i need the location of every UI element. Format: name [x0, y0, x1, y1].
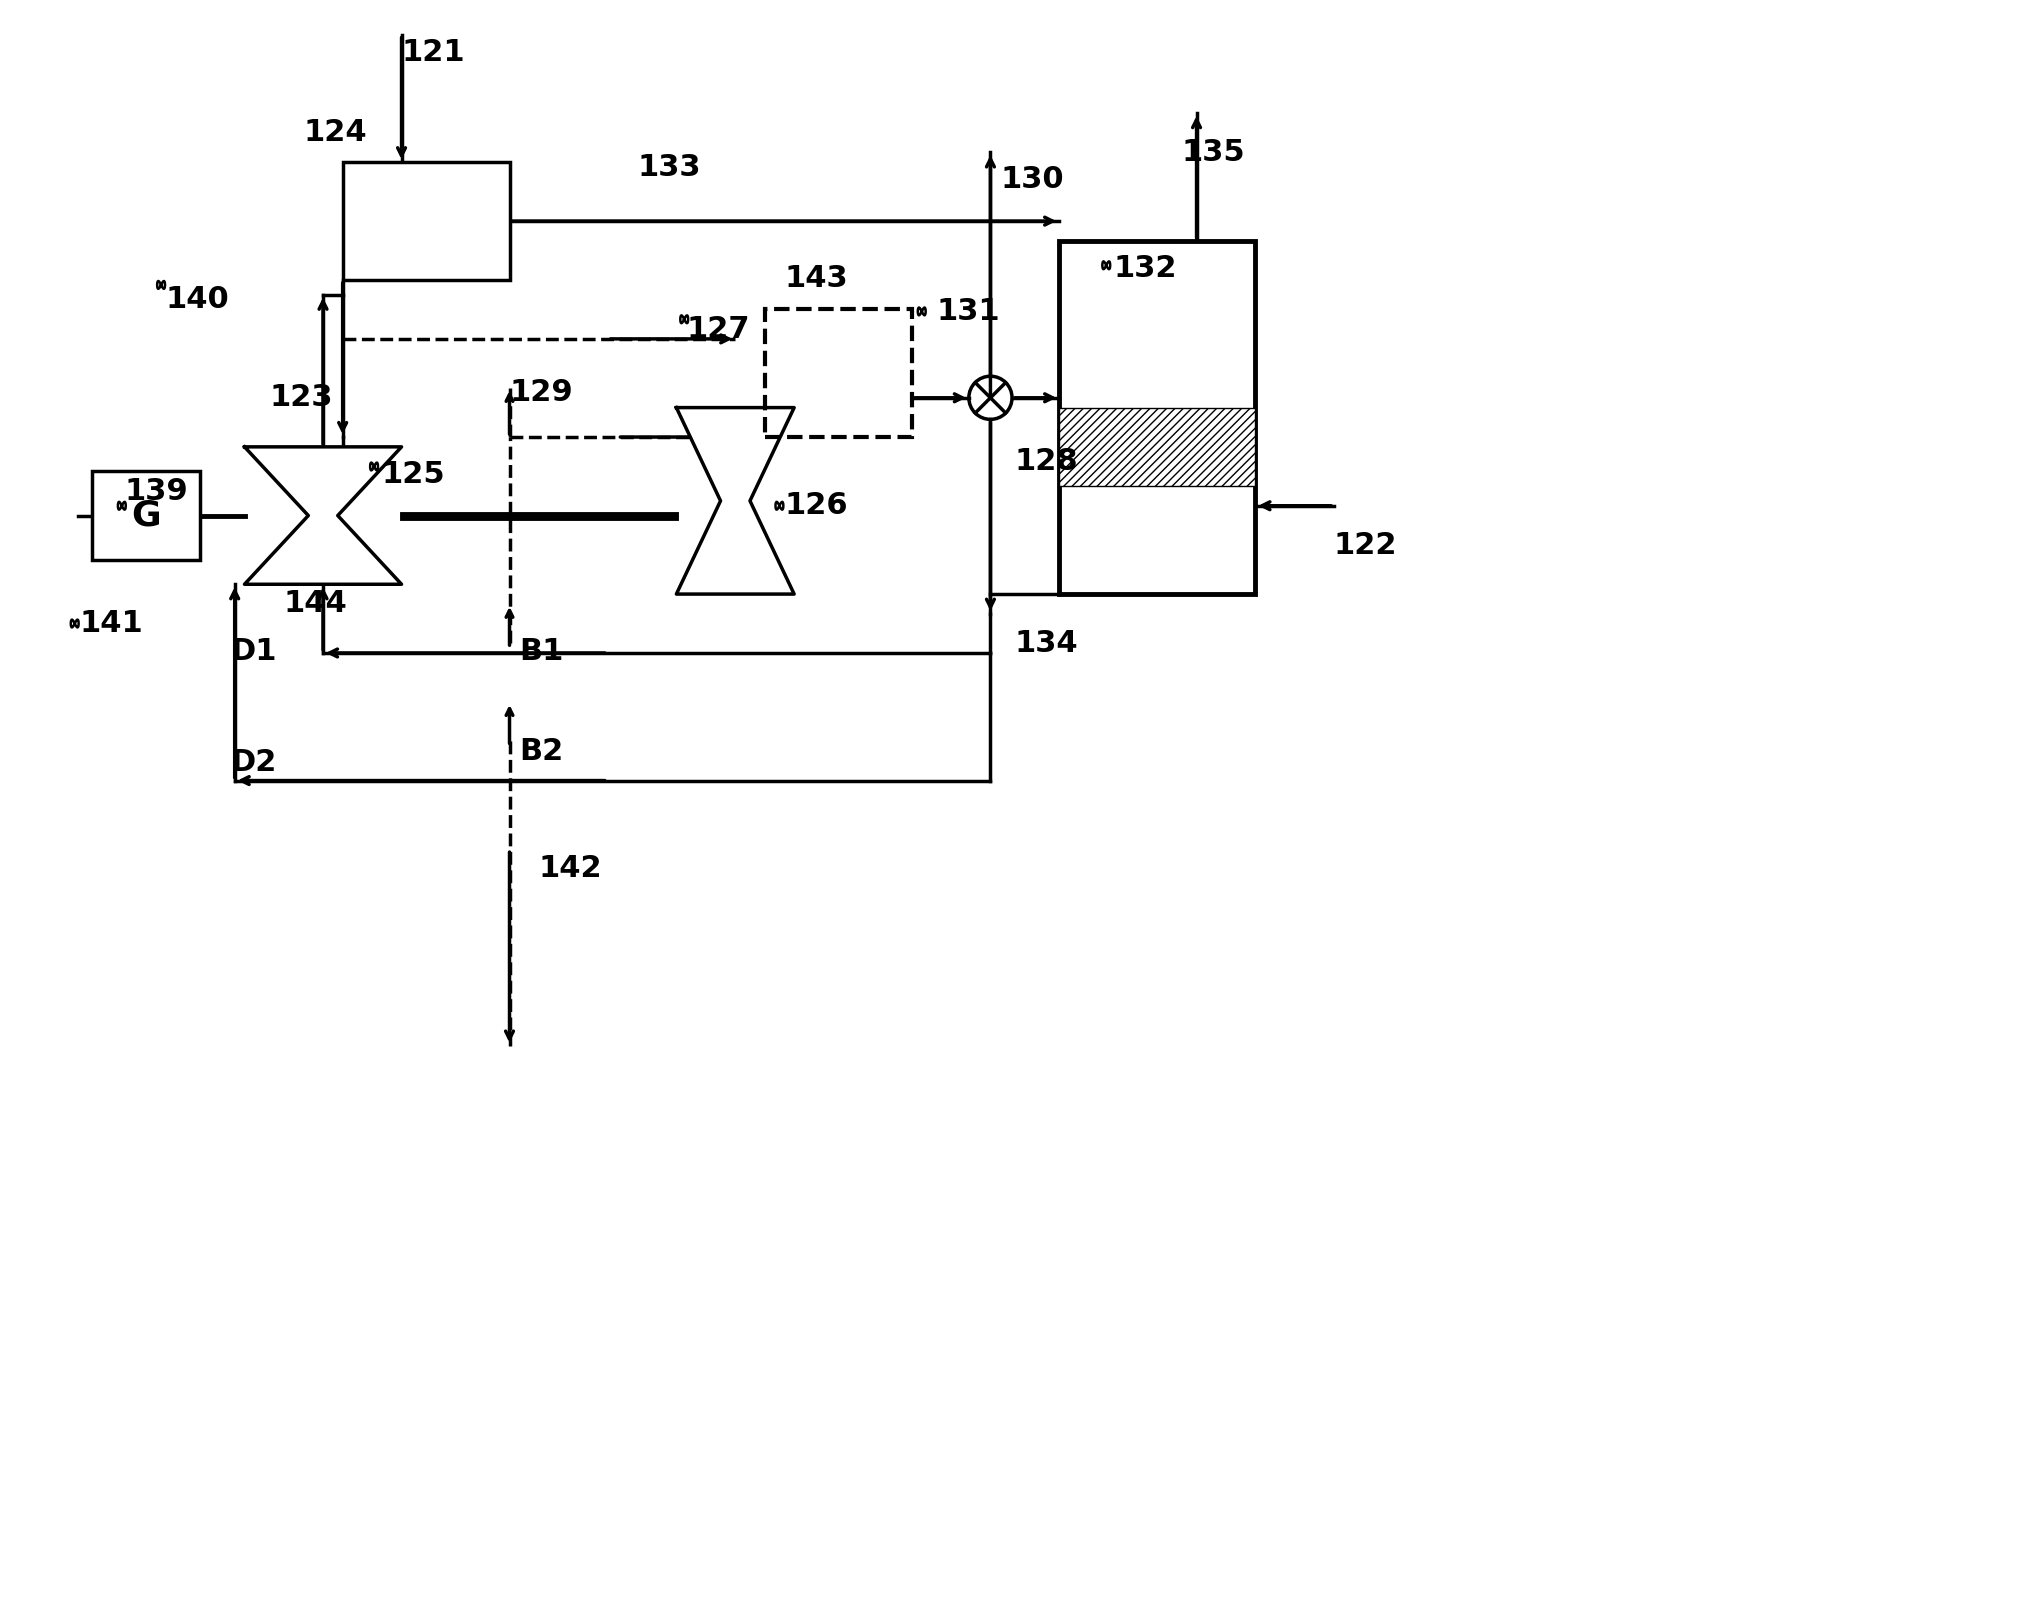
Bar [1059, 242, 1255, 593]
Text: 127: 127 [685, 314, 750, 344]
Text: 129: 129 [509, 378, 574, 407]
Text: 130: 130 [1000, 165, 1065, 195]
Text: 133: 133 [637, 152, 700, 182]
Text: 122: 122 [1334, 530, 1397, 559]
Text: B1: B1 [519, 637, 564, 666]
Text: 144: 144 [284, 590, 347, 618]
Bar [765, 310, 913, 438]
Text: 141: 141 [79, 609, 144, 639]
Text: 123: 123 [270, 383, 333, 412]
Bar [93, 472, 201, 559]
Text: 135: 135 [1182, 138, 1245, 167]
Text: 131: 131 [937, 297, 1000, 326]
Polygon shape [245, 447, 402, 584]
Text: 143: 143 [785, 264, 848, 292]
Text: 124: 124 [304, 118, 367, 148]
Text: 142: 142 [539, 854, 602, 883]
Text: B2: B2 [519, 736, 564, 765]
Text: 134: 134 [1014, 629, 1079, 658]
Text: 125: 125 [381, 460, 446, 490]
Text: 126: 126 [785, 491, 848, 520]
Polygon shape [677, 407, 795, 593]
Bar [343, 162, 509, 280]
Text: D1: D1 [229, 637, 276, 666]
Text: 132: 132 [1113, 254, 1176, 282]
Text: 140: 140 [166, 285, 229, 314]
Text: D2: D2 [229, 749, 276, 778]
Text: 121: 121 [402, 37, 464, 66]
Text: 128: 128 [1014, 447, 1079, 477]
Bar [1059, 407, 1255, 486]
Text: 139: 139 [126, 477, 189, 506]
Text: G: G [132, 499, 160, 533]
